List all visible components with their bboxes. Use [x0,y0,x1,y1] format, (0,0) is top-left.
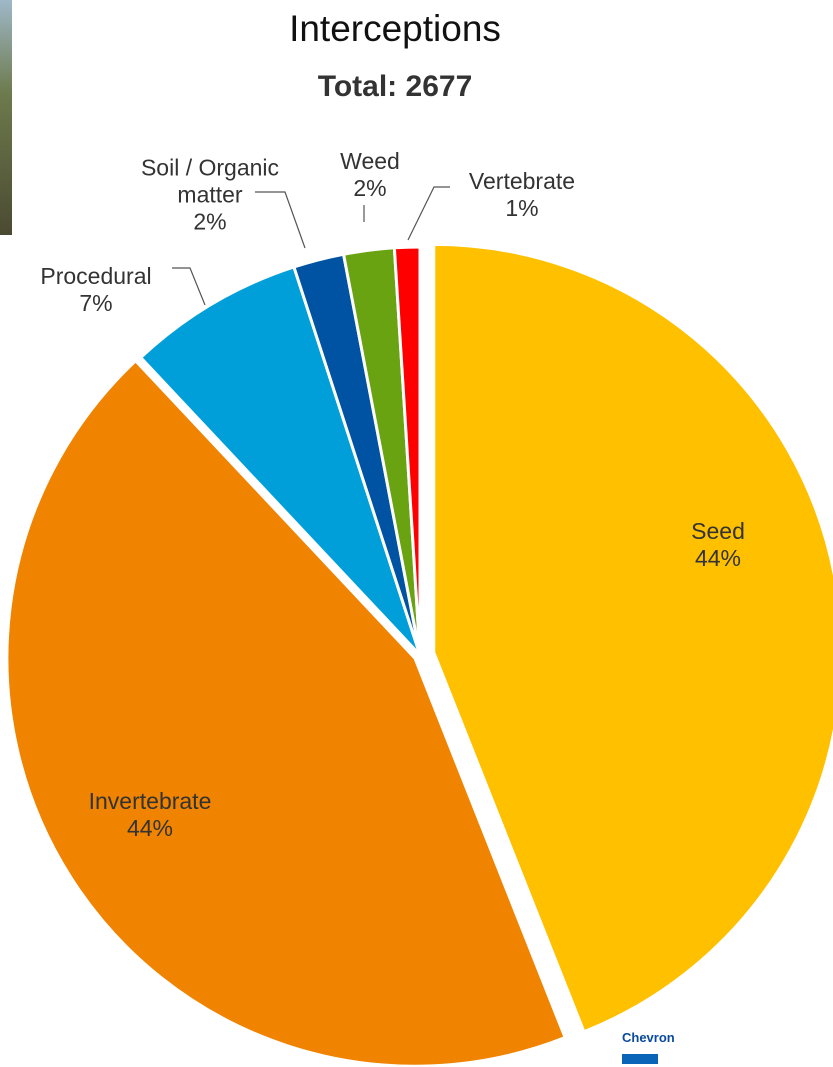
slice-label: Procedural 7% [26,263,166,317]
pie-slice [432,242,833,1034]
slice-label: Soil / Organic matter 2% [110,155,310,236]
value-label: 44% [126,815,174,841]
pie-slice [5,358,568,1067]
slice-label: Invertebrate 44% [65,788,235,842]
value-label: 2% [193,208,227,235]
logo: Chevron [622,1030,675,1045]
background-photo [0,0,12,235]
chart-subtitle: Total: 2677 [317,70,473,103]
category-name: Vertebrate [468,168,576,194]
category-name: Invertebrate [88,788,212,814]
category-name: Soil / Organic matter [140,154,280,208]
leader-line [407,186,450,241]
pie-slice [138,265,422,657]
category-name: Seed [691,518,745,544]
category-name: Weed [340,148,400,174]
value-label: 1% [505,195,539,221]
slice-label: Weed 2% [330,148,410,202]
slice-label: Vertebrate 1% [447,168,597,222]
logo-mark [622,1054,658,1064]
leader-line [255,191,306,249]
leader-line [172,267,206,306]
value-label: 7% [79,290,113,316]
value-label: 2% [353,175,387,201]
value-label: 44% [694,545,742,571]
slice-label: Seed 44% [658,518,778,572]
leader-lines [172,186,450,306]
pie-slice [392,245,422,656]
category-name: Procedural [40,263,152,289]
slices [5,242,833,1067]
chart-title: Interceptions [289,8,501,49]
